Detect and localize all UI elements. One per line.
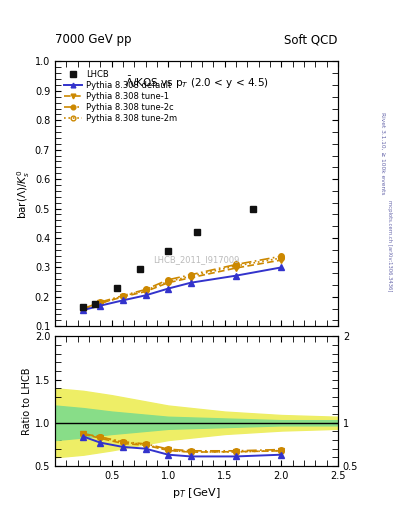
Line: Pythia 8.308 default: Pythia 8.308 default [81,265,284,313]
Pythia 8.308 tune-2m [234,263,239,269]
Text: Rivet 3.1.10, ≥ 100k events: Rivet 3.1.10, ≥ 100k events [381,112,386,195]
Legend: LHCB, Pythia 8.308 default, Pythia 8.308 tune-1, Pythia 8.308 tune-2c, Pythia 8.: LHCB, Pythia 8.308 default, Pythia 8.308… [62,68,179,125]
Pythia 8.308 tune-2m [81,306,86,312]
Pythia 8.308 tune-1 [143,288,148,294]
Pythia 8.308 tune-2m [166,279,171,285]
Text: 7000 GeV pp: 7000 GeV pp [55,33,132,46]
Pythia 8.308 default [234,272,239,279]
Pythia 8.308 tune-2c [98,299,103,305]
Pythia 8.308 tune-2c [81,306,86,312]
Pythia 8.308 tune-2c [143,286,148,292]
LHCB [92,301,97,307]
Pythia 8.308 tune-2m [189,273,193,280]
LHCB [115,285,119,291]
Pythia 8.308 tune-2c [121,292,125,298]
Text: LHCB_2011_I917009: LHCB_2011_I917009 [153,255,240,265]
Pythia 8.308 default [279,264,284,270]
Pythia 8.308 tune-1 [234,265,239,271]
Pythia 8.308 tune-1 [81,306,86,312]
LHCB [194,229,199,235]
Pythia 8.308 tune-2m [121,293,125,300]
Pythia 8.308 tune-2c [279,253,284,259]
Pythia 8.308 tune-1 [166,280,171,286]
Pythia 8.308 tune-2m [143,287,148,293]
Text: mcplots.cern.ch [arXiv:1306.3436]: mcplots.cern.ch [arXiv:1306.3436] [387,200,391,291]
Pythia 8.308 default [189,280,193,286]
Pythia 8.308 tune-1 [98,300,103,306]
LHCB [251,205,255,211]
LHCB [81,304,86,310]
Pythia 8.308 tune-2c [166,276,171,283]
Pythia 8.308 default [81,307,86,313]
Y-axis label: bar($\Lambda$)/$K^0_s$: bar($\Lambda$)/$K^0_s$ [15,169,32,219]
Line: Pythia 8.308 tune-2c: Pythia 8.308 tune-2c [81,253,284,311]
Pythia 8.308 default [121,297,125,304]
Pythia 8.308 tune-1 [189,274,193,281]
Line: LHCB: LHCB [80,205,257,311]
Pythia 8.308 tune-2m [98,300,103,306]
Pythia 8.308 default [98,303,103,309]
Line: Pythia 8.308 tune-1: Pythia 8.308 tune-1 [81,257,284,312]
Pythia 8.308 tune-2c [189,272,193,278]
Pythia 8.308 tune-2m [279,255,284,261]
LHCB [166,248,171,254]
X-axis label: p$_T$ [GeV]: p$_T$ [GeV] [172,486,221,500]
Text: $\bar{\Lambda}$/KOS vs p$_T$ (2.0 < y < 4.5): $\bar{\Lambda}$/KOS vs p$_T$ (2.0 < y < … [125,75,268,91]
Pythia 8.308 default [143,292,148,298]
Pythia 8.308 tune-1 [279,257,284,263]
Line: Pythia 8.308 tune-2m: Pythia 8.308 tune-2m [81,255,284,312]
LHCB [138,266,142,272]
Pythia 8.308 tune-1 [121,294,125,300]
Pythia 8.308 tune-2c [234,262,239,268]
Pythia 8.308 default [166,286,171,292]
Text: Soft QCD: Soft QCD [285,33,338,46]
Y-axis label: Ratio to LHCB: Ratio to LHCB [22,368,32,435]
